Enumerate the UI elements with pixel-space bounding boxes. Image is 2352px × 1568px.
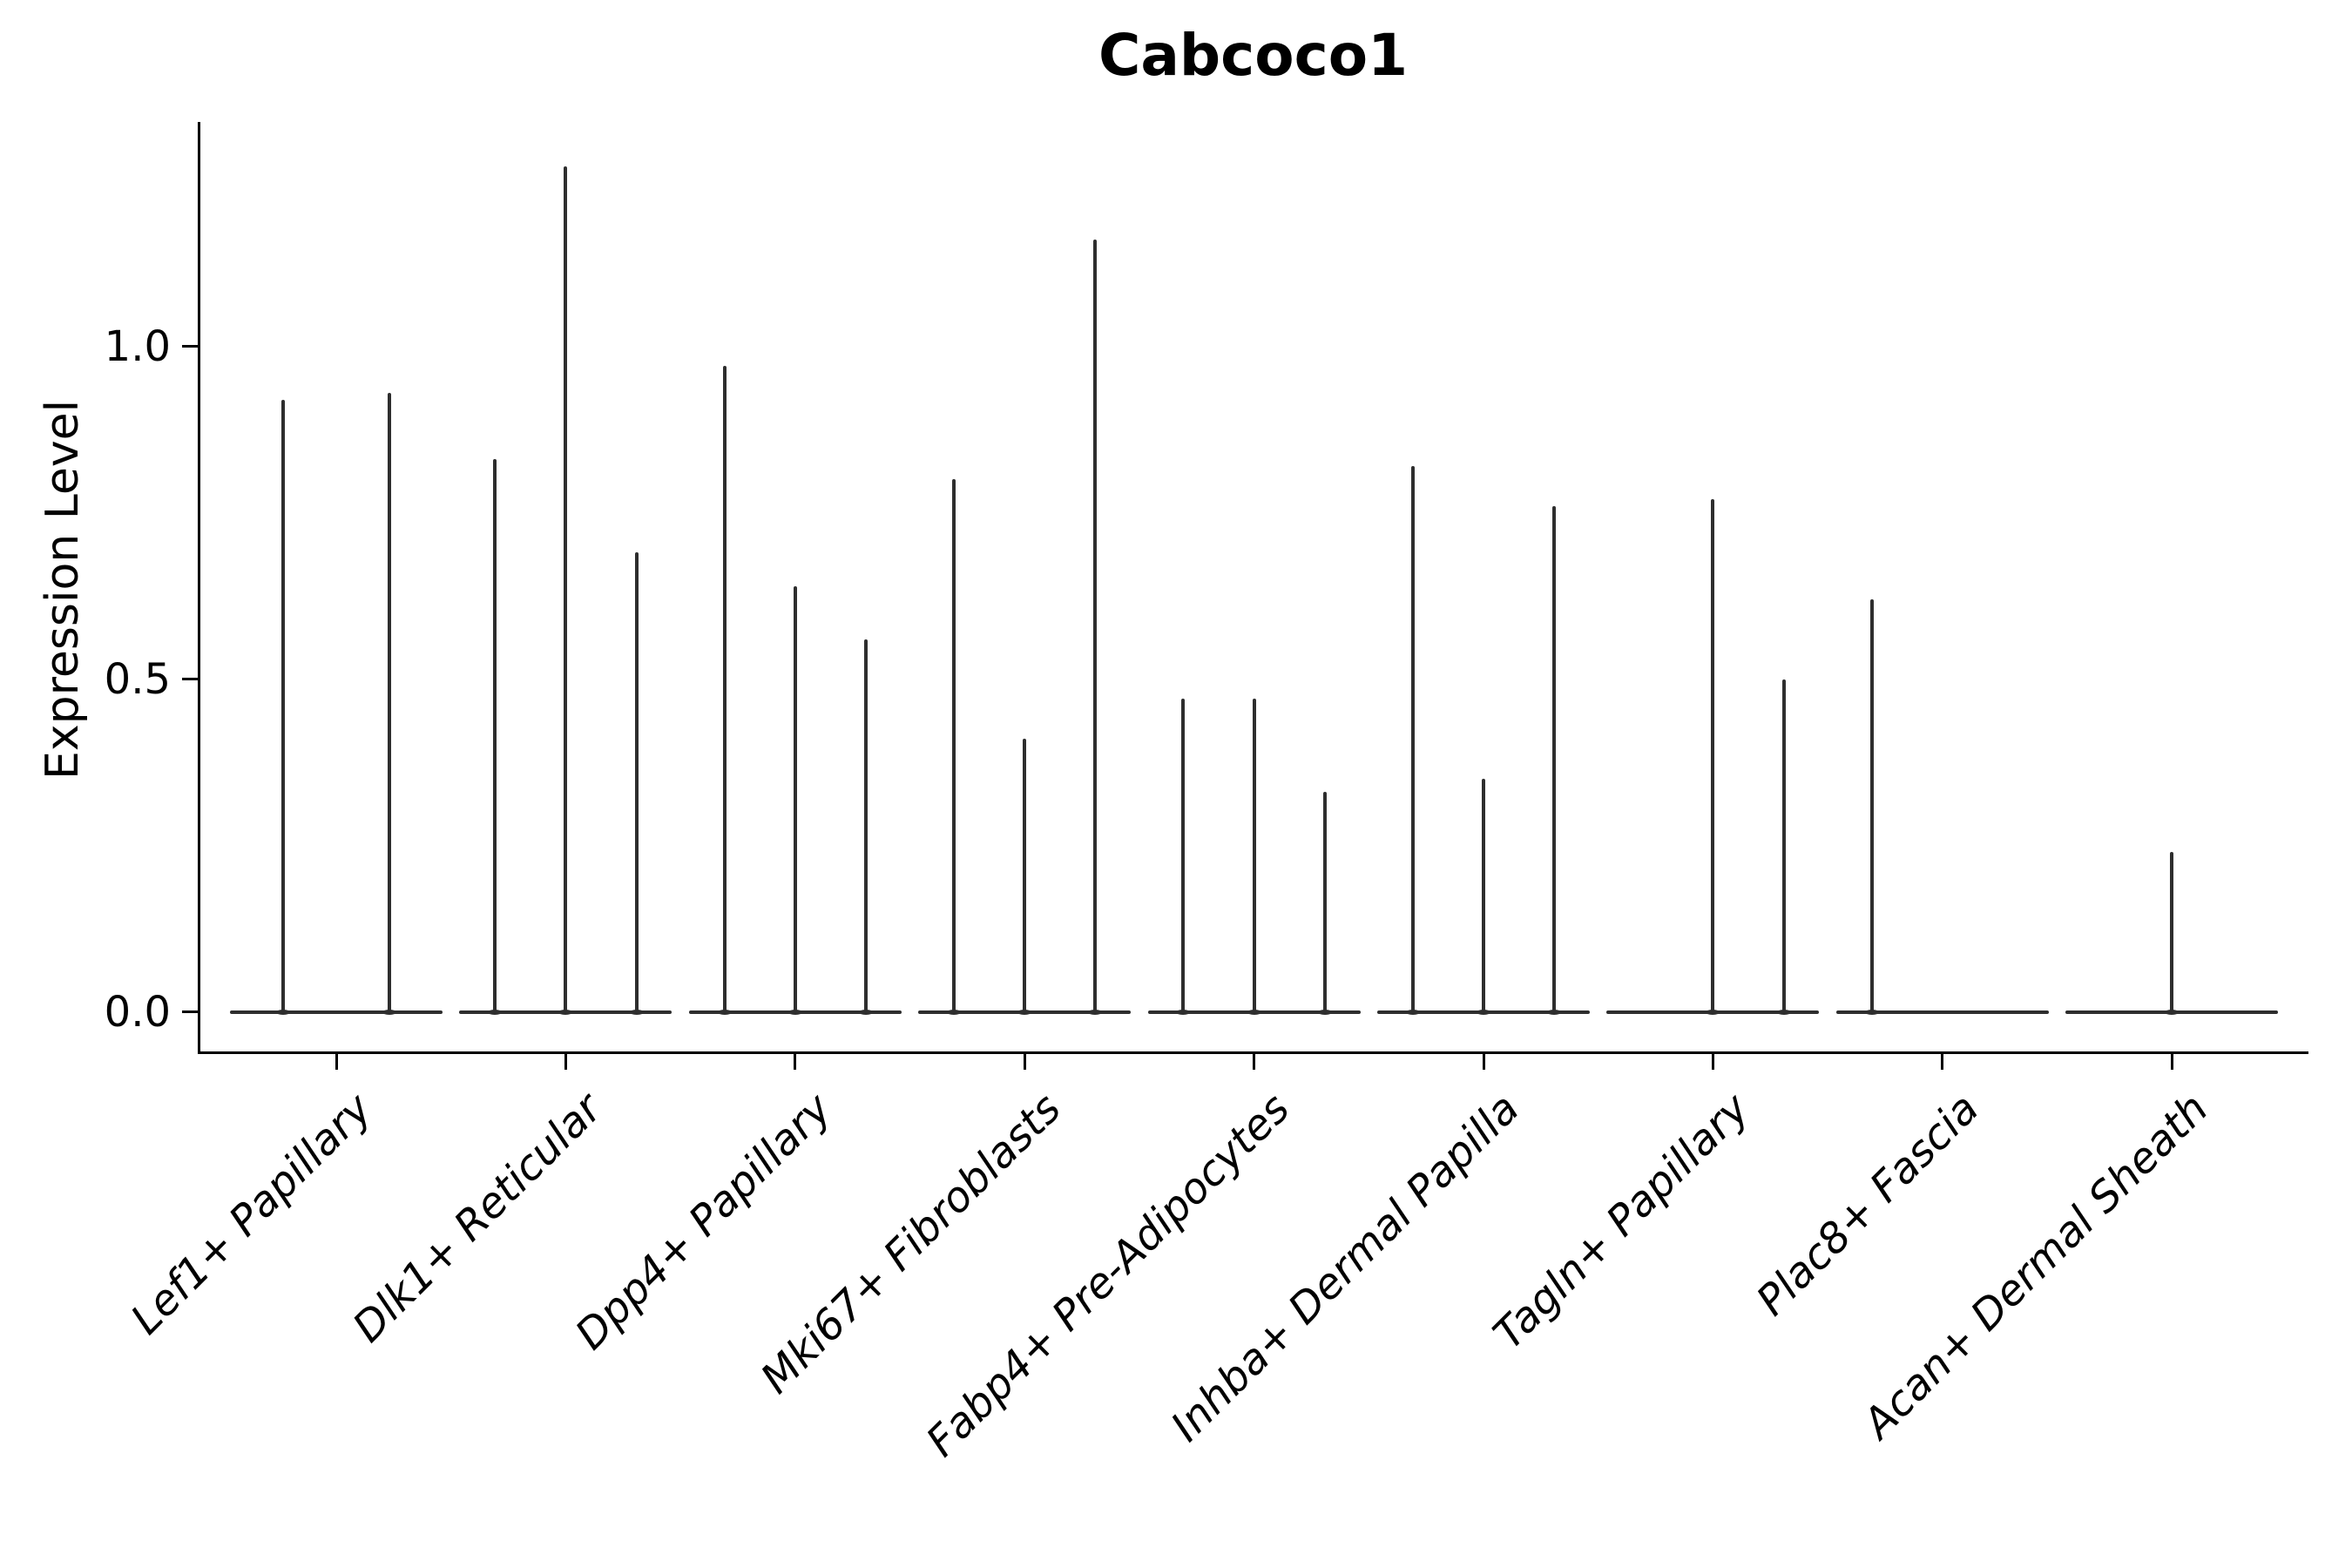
violin-base-bulge [558,1010,573,1015]
x-tick-label: Fabp4+ Pre-Adipocytes [917,1084,1300,1467]
x-tick-label: Dlk1+ Reticular [343,1084,612,1352]
violin-spike [1552,505,1557,1012]
violin-spike [1322,792,1327,1012]
violin-base-bulge [1864,1010,1879,1015]
violin-base-bulge [1547,1010,1562,1015]
violin-spike [634,552,639,1012]
violin-base-bulge [488,1010,503,1015]
plot-title: Cabcoco1 [1098,22,1409,89]
y-tick-label: 0.0 [104,987,171,1037]
y-tick-label: 0.5 [104,654,171,704]
x-axis-tick [1023,1054,1026,1070]
violin-spike [793,585,797,1012]
violin-baseline [230,1010,443,1014]
y-tick-label: 1.0 [104,321,171,371]
violin-base-bulge [1176,1010,1191,1015]
y-axis-tick [182,678,198,680]
violin-base-bulge [1088,1010,1103,1015]
violin-base-bulge [1247,1010,1261,1015]
violin-base-bulge [1477,1010,1490,1015]
violin-base-bulge [1317,1010,1332,1015]
violin-base-bulge [382,1010,396,1015]
x-axis-tick [335,1054,338,1070]
violin-base-bulge [629,1010,644,1015]
violin-spike [1711,499,1715,1012]
x-tick-label: Dpp4+ Papillary [565,1084,841,1360]
x-axis-tick [1711,1054,1714,1070]
x-axis-tick [1941,1054,1944,1070]
x-tick-label: Lef1+ Papillary [122,1084,382,1344]
violin-spike [1252,699,1256,1012]
y-axis-tick [182,1010,198,1013]
violin-base-bulge [1017,1010,1032,1015]
violin-base-bulge [276,1010,290,1015]
violin-base-bulge [717,1010,732,1015]
violin-spike [564,166,568,1012]
violin-spike [951,479,956,1012]
x-tick-label: Plac8+ Fascia [1747,1084,1988,1326]
violin-base-bulge [946,1010,961,1015]
violin-spike [388,392,391,1012]
violin-base-bulge [1776,1010,1791,1015]
x-axis-tick [794,1054,797,1070]
violin-base-bulge [2165,1010,2180,1015]
violin-base-bulge [1706,1010,1720,1015]
violin-spike [1781,679,1786,1012]
violin-base-bulge [787,1010,802,1015]
violin-spike [1181,699,1186,1012]
violin-spike [864,639,868,1012]
violin-spike [281,399,285,1012]
x-tick-label: Tagln+ Papillary [1484,1084,1759,1359]
plot-area [198,122,2308,1054]
violin-base-bulge [859,1010,874,1015]
violin-base-bulge [1405,1010,1420,1015]
violin-spike [493,459,497,1012]
x-axis-tick [564,1054,567,1070]
violin-spike [722,366,727,1012]
violin-spike [1482,779,1485,1012]
violin-spike [1410,466,1415,1012]
x-axis-tick [1482,1054,1485,1070]
violin-spike [1023,739,1027,1012]
violin-spike [2170,852,2174,1012]
x-axis-tick [1253,1054,1256,1070]
violin-spike [1093,240,1098,1012]
violin-baseline [1835,1010,2049,1014]
x-axis-tick [2170,1054,2173,1070]
y-axis-tick [182,345,198,348]
violin-spike [1869,598,1874,1012]
